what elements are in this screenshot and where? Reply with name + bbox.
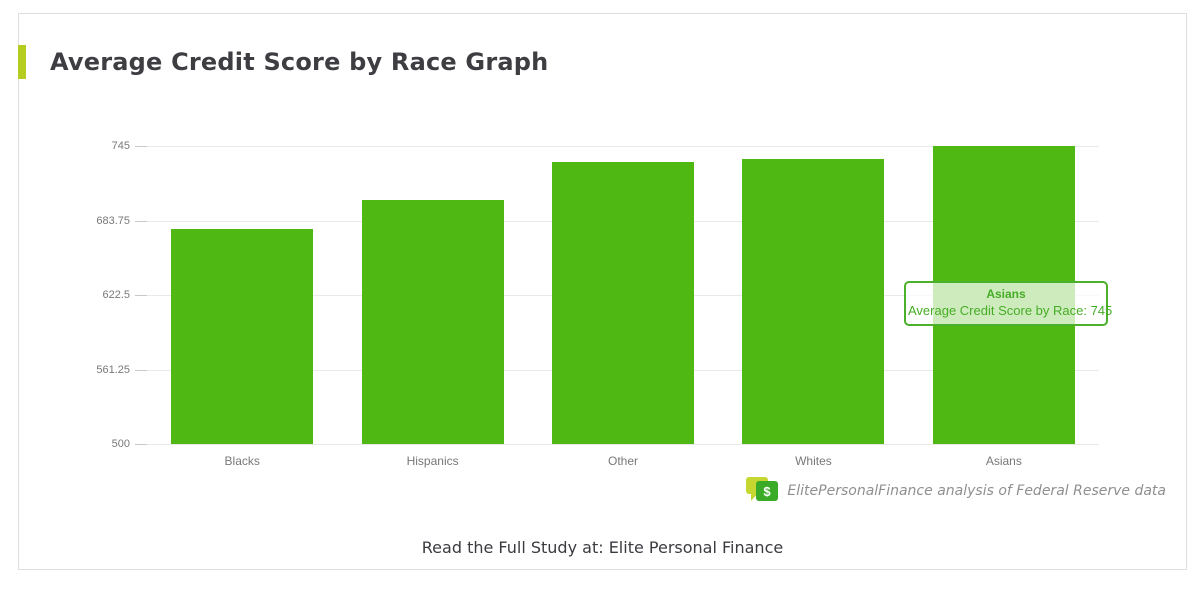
attribution: $ ElitePersonalFinance analysis of Feder… [746,477,1166,504]
x-axis-label: Whites [795,454,832,468]
x-axis-label: Other [608,454,639,468]
tooltip-title: Asians [986,287,1026,301]
bar-slot-other: Other [528,146,718,468]
plot-area: 745 683.75 622.5 561.25 500 Blacks Hispanics O… [96,140,1112,468]
x-axis-label: Hispanics [406,454,459,468]
x-axis-label: Blacks [224,454,260,468]
chart-card: Average Credit Score by Race Graph 745 68… [18,13,1187,570]
y-axis-tick [135,444,147,445]
bar-blacks[interactable] [171,228,314,444]
y-axis-label: 500 [111,438,130,450]
y-axis-label: 745 [111,140,130,152]
footer-note: Read the Full Study at: Elite Personal F… [19,538,1186,557]
x-axis-label: Asians [985,454,1022,468]
page-title: Average Credit Score by Race Graph [50,48,549,76]
attribution-text: ElitePersonalFinance analysis of Federal… [787,482,1166,499]
logo-dollar-glyph: $ [764,484,772,499]
bar-other[interactable] [552,161,695,444]
bar-hispanics[interactable] [361,199,504,444]
bar-slot-blacks: Blacks [147,146,337,468]
elitepersonalfinance-dollar-speech-bubbles-icon: $ [746,477,779,501]
y-axis-tick [135,220,147,222]
tooltip-value: Average Credit Score by Race: 745 [908,303,1113,318]
bar-slot-hispanics: Hispanics [337,146,527,468]
y-axis-label: 622.5 [102,289,130,301]
footer-text: Read the Full Study at: Elite Personal F… [421,538,784,557]
title-accent-bar [18,45,26,79]
y-axis-tick [135,146,147,147]
bar-slot-whites: Whites [718,146,908,468]
gridline: 745 [112,140,1099,152]
chart-tooltip: Asians Average Credit Score by Race: 745 [904,281,1113,326]
gridline: 500 [112,438,1099,450]
y-axis-tick [135,295,147,296]
y-axis-label: 561.25 [96,363,130,376]
y-axis-label: 683.75 [96,214,130,227]
bar-whites[interactable] [742,159,885,444]
bars-area: Blacks Hispanics Other Whites Asians [147,146,1099,468]
y-axis-tick [135,369,147,371]
